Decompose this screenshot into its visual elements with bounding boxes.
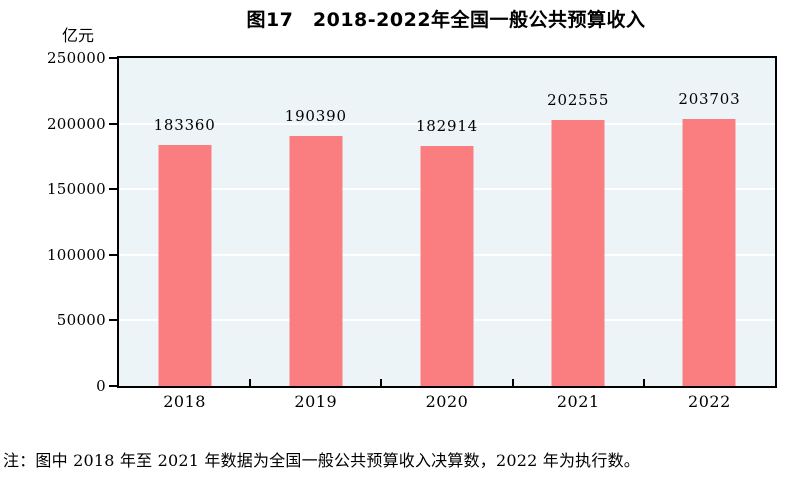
bar-slot-2020: 182914 [381, 58, 512, 386]
x-tick-label-2020: 2020 [425, 392, 469, 411]
chart-title: 图17 2018-2022年全国一般公共预算收入 [246, 9, 646, 31]
x-tick-label-2019: 2019 [294, 392, 338, 411]
x-tick-label-2022: 2022 [688, 392, 731, 411]
x-boundary-tick-3 [511, 379, 514, 386]
x-boundary-tick-1 [249, 379, 252, 386]
y-tick-label-150000: 150000 [46, 180, 106, 199]
gridline-200000 [119, 122, 775, 125]
bar-slot-2019: 190390 [250, 58, 381, 386]
y-tick-150000 [109, 188, 117, 191]
y-tick-label-250000: 250000 [46, 49, 106, 67]
bar-value-label-2019: 190390 [284, 107, 347, 126]
y-axis-unit-label: 亿元 [62, 26, 95, 45]
x-tick-label-2018: 2018 [163, 392, 206, 411]
y-tick-label-50000: 50000 [56, 311, 106, 330]
bar-2020 [420, 146, 474, 386]
bar-2019 [289, 136, 343, 386]
y-tick-250000 [109, 57, 117, 59]
x-boundary-tick-4 [642, 379, 645, 386]
y-tick-50000 [109, 319, 117, 322]
y-tick-label-0: 0 [96, 377, 106, 395]
y-tick-0 [109, 385, 117, 387]
bar-value-label-2020: 182914 [415, 117, 479, 136]
bar-slot-2022: 203703 [644, 58, 775, 386]
bar-2022 [682, 118, 736, 386]
bar-value-label-2018: 183360 [153, 116, 216, 135]
y-tick-100000 [109, 253, 117, 256]
bar-slot-2021: 202555 [513, 58, 644, 386]
bar-slot-2018: 183360 [119, 58, 250, 386]
plot-area: 183360 190390 182914 202555 203703 [117, 56, 777, 388]
footnote: 注：图中 2018 年至 2021 年数据为全国一般公共预算收入决算数，2022… [3, 451, 640, 470]
bar-value-label-2021: 202555 [547, 91, 610, 110]
y-tick-label-200000: 200000 [46, 114, 106, 133]
x-boundary-tick-2 [380, 379, 383, 386]
y-tick-label-100000: 100000 [46, 245, 106, 264]
bar-2018 [158, 145, 212, 386]
x-tick-label-2021: 2021 [556, 392, 600, 411]
bar-value-label-2022: 203703 [678, 89, 741, 108]
y-tick-200000 [109, 122, 117, 125]
bar-2021 [551, 120, 605, 386]
